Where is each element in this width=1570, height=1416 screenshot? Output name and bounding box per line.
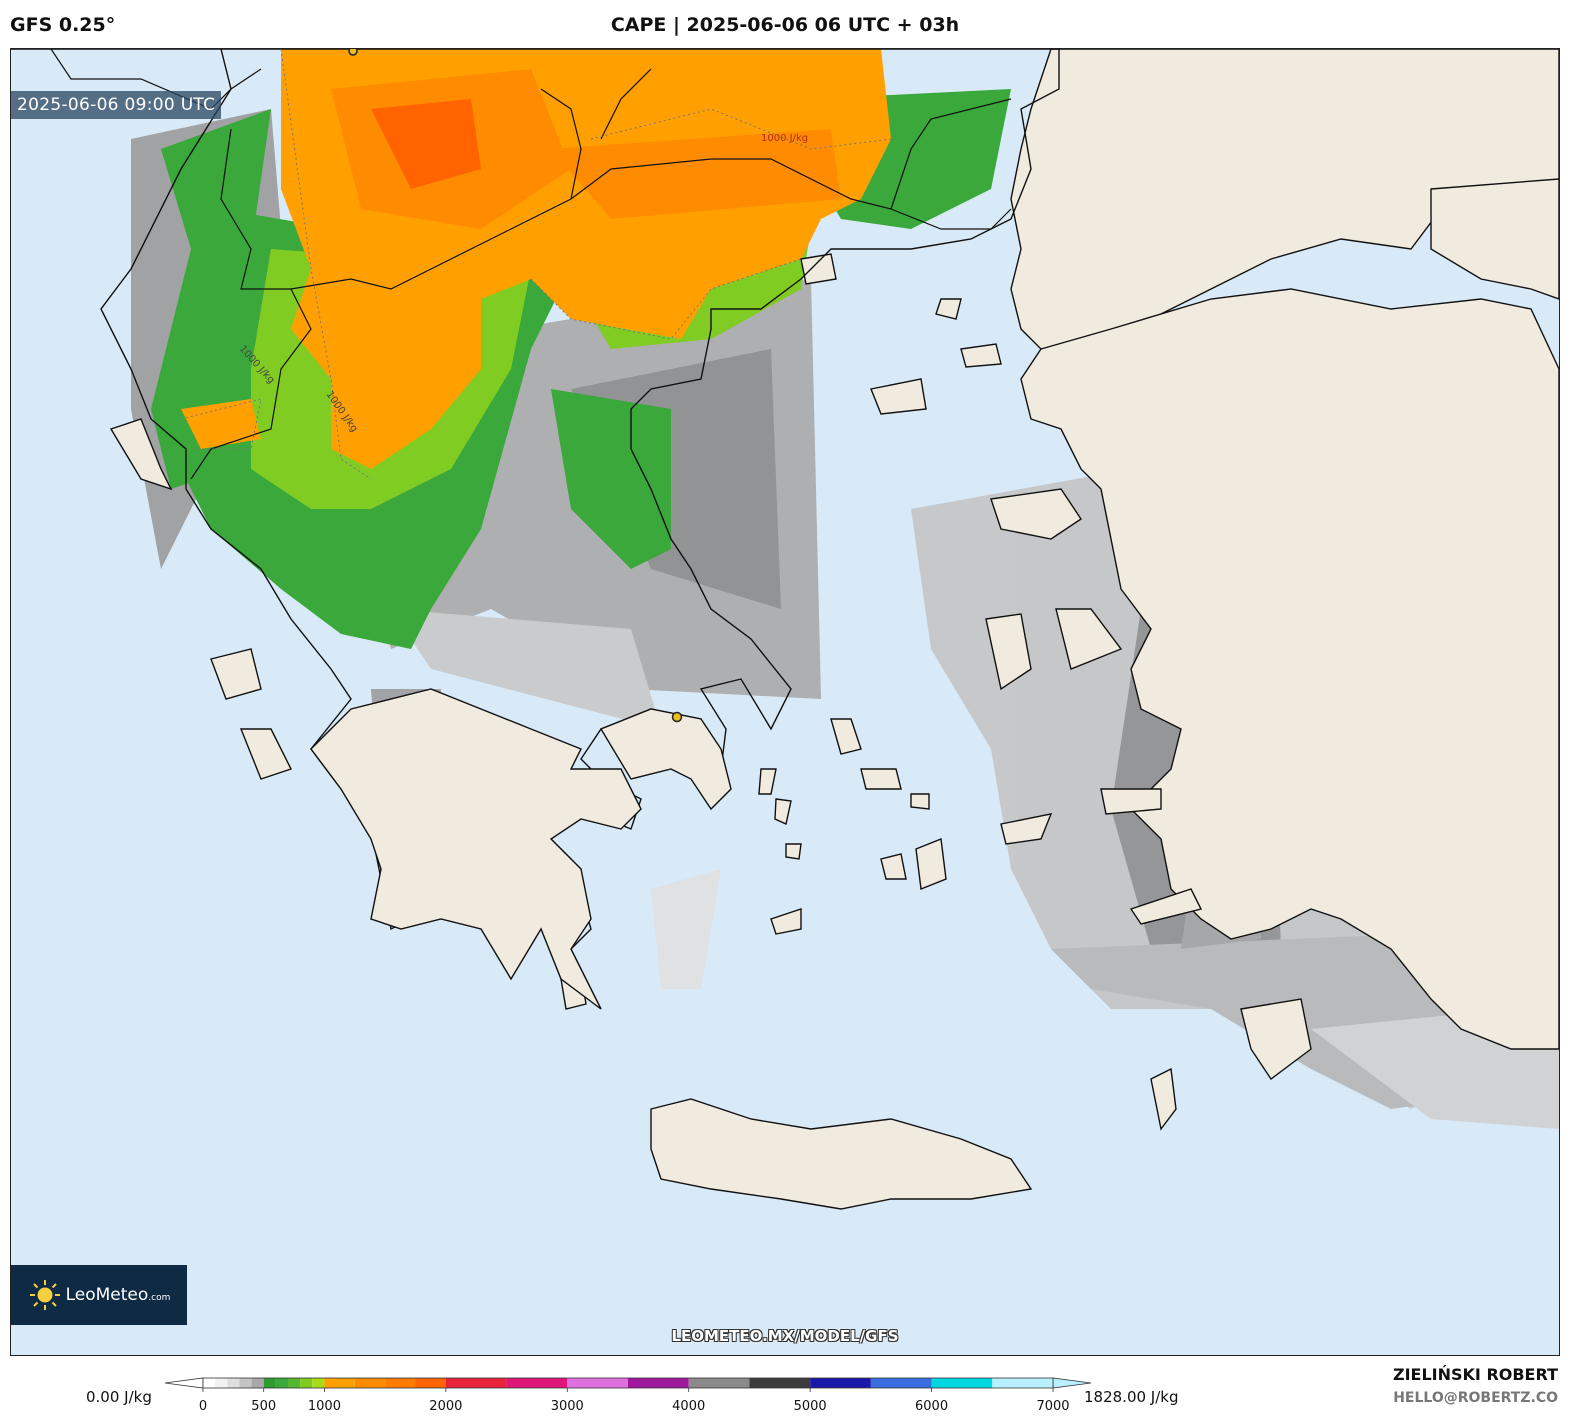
colorbar-band (688, 1378, 750, 1388)
colorbar-tick-label: 0 (199, 1399, 207, 1414)
colorbar-band (324, 1378, 355, 1388)
colorbar-tick-label: 2000 (429, 1399, 462, 1414)
colorbar-band (385, 1378, 416, 1388)
colorbar-band (445, 1378, 507, 1388)
colorbar-extend-min (164, 1377, 204, 1389)
colorbar-band (239, 1378, 252, 1388)
colorbar-tick-label: 6000 (915, 1399, 948, 1414)
valid-time-badge: 2025-06-06 09:00 UTC (11, 91, 222, 119)
colorbar-band (415, 1378, 446, 1388)
land-masses (109, 49, 1559, 1210)
city-marker[interactable] (671, 711, 683, 723)
colorbar-tick-label: 7000 (1036, 1399, 1069, 1414)
colorbar-min-label: 0.00 J/kg (86, 1388, 152, 1406)
author-name: ZIELIŃSKI ROBERT (1392, 1365, 1558, 1384)
colorbar-band (992, 1378, 1053, 1388)
colorbar-band (870, 1378, 932, 1388)
logo-text: LeoMeteo.com (65, 1285, 171, 1305)
colorbar-band (810, 1378, 871, 1388)
colorbar-tick-label: 5000 (794, 1399, 827, 1414)
colorbar-band (227, 1378, 240, 1388)
colorbar-band (628, 1378, 689, 1388)
colorbar-band (300, 1378, 313, 1388)
colorbar-band (288, 1378, 301, 1388)
author-email[interactable]: HELLO@ROBERTZ.CO (1393, 1390, 1558, 1406)
colorbar-tick-label: 1000 (308, 1399, 341, 1414)
colorbar-band (251, 1378, 264, 1388)
colorbar-band (275, 1378, 288, 1388)
colorbar-frame (202, 1377, 1054, 1389)
country-borders (50, 49, 1012, 480)
contour-label: 1000 J/kg (761, 133, 808, 144)
colorbar-band (312, 1378, 325, 1388)
leometeo-logo[interactable]: LeoMeteo.com (11, 1265, 187, 1325)
cape-orange-shading (181, 49, 891, 469)
colorbar-band (749, 1378, 811, 1388)
colorbar-band (215, 1378, 228, 1388)
colorbar-band (263, 1378, 276, 1388)
peloponnese-land (310, 688, 642, 1010)
colorbar-tick-label: 4000 (672, 1399, 705, 1414)
map-area[interactable]: 1000 J/kg 1000 J/kg 1000 J/kg 2025-06-06… (10, 48, 1560, 1356)
colorbar-tick-label: 3000 (551, 1399, 584, 1414)
chart-title: CAPE | 2025-06-06 06 UTC + 03h (610, 14, 960, 36)
colorbar-band (506, 1378, 568, 1388)
cape-map: 1000 J/kg 1000 J/kg 1000 J/kg (11, 49, 1559, 1210)
colorbar-band (931, 1378, 993, 1388)
cape-contours (180, 49, 892, 480)
colorbar-band (354, 1378, 386, 1388)
colorbar-tick-label: 500 (251, 1399, 276, 1414)
colorbar-band (203, 1378, 216, 1388)
city-marker[interactable] (348, 49, 358, 56)
colorbar: 0 500 1000 2000 3000 4000 5000 6000 7000 (164, 1377, 1092, 1414)
model-label: GFS 0.25° (10, 14, 116, 36)
site-watermark: LEOMETEO.MX/MODEL/GFS (671, 1327, 899, 1345)
colorbar-band (567, 1378, 628, 1388)
sun-icon (29, 1280, 60, 1310)
colorbar-extend-max (1052, 1377, 1092, 1389)
colorbar-max-label: 1828.00 J/kg (1084, 1388, 1179, 1406)
